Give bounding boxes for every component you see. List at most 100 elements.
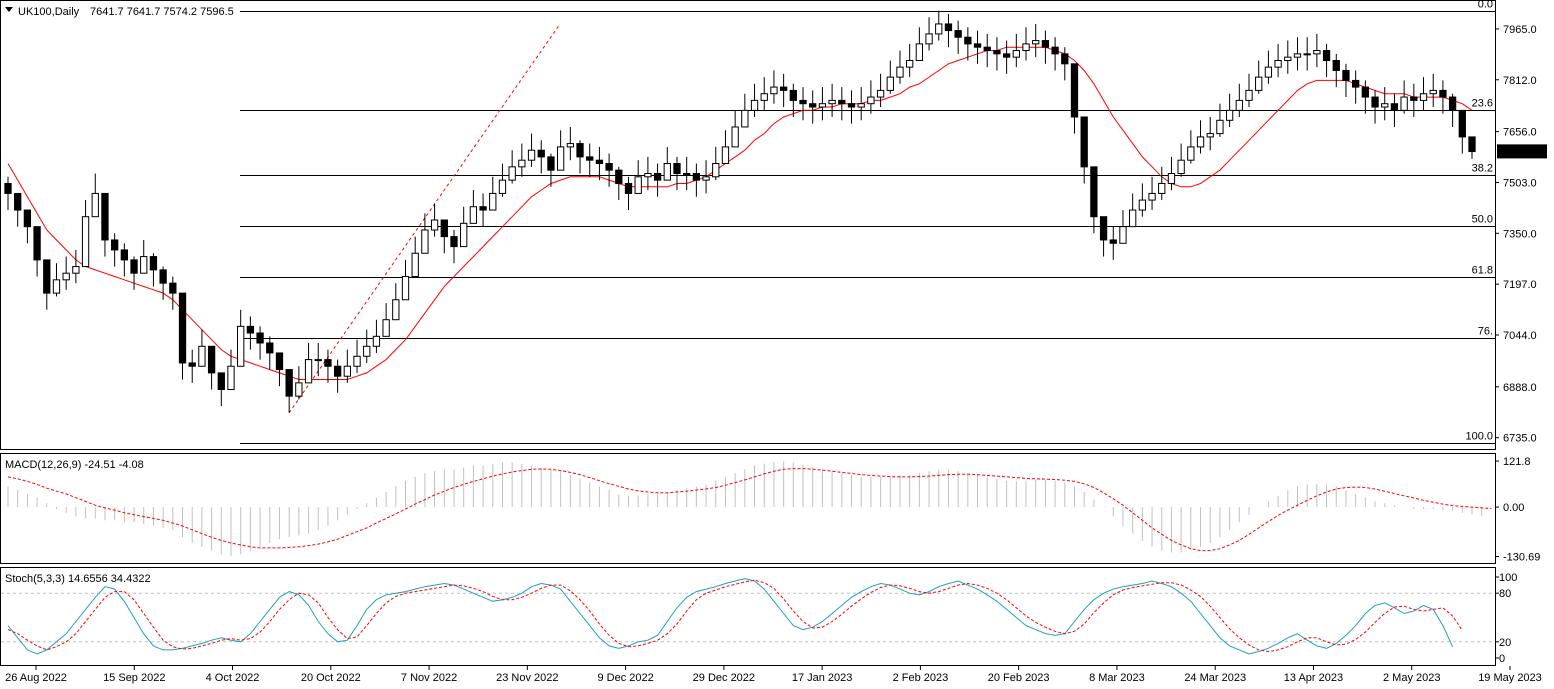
candle-body: [1342, 69, 1350, 81]
candle: [964, 27, 972, 61]
candle-body: [1410, 96, 1418, 101]
fib-level-label: 100.0: [1465, 431, 1493, 443]
candle: [721, 130, 730, 165]
candle-body: [227, 365, 235, 391]
candle: [1274, 43, 1282, 78]
candle-body: [4, 182, 12, 194]
candle-body: [295, 382, 303, 397]
collapse-triangle-icon[interactable]: [5, 7, 13, 12]
candle-body: [411, 252, 419, 278]
candle-body: [149, 256, 158, 271]
candle: [23, 209, 32, 244]
candle-body: [1245, 89, 1253, 101]
candle-body: [1400, 96, 1408, 111]
candle: [1187, 130, 1195, 164]
candle: [14, 192, 22, 227]
candle: [1196, 120, 1205, 154]
price-axis[interactable]: 7965.0 7812.0 7656.0 7503.0 7350.0 7197.0 7044…: [1495, 24, 1547, 445]
candle-body: [779, 86, 788, 91]
candle: [1158, 166, 1166, 201]
candle-body: [508, 166, 516, 181]
date-axis[interactable]: 26 Aug 2022 15 Sep 2022 4 Oct 2022 20 Oct 2…: [5, 666, 1542, 684]
candle-body: [333, 365, 342, 377]
candle: [1167, 156, 1176, 191]
candle-body: [440, 219, 448, 238]
price-tick-label: 7656.0: [1503, 127, 1537, 139]
candle-body: [683, 172, 691, 175]
candle: [1400, 80, 1408, 114]
candle: [266, 336, 274, 370]
candle: [62, 256, 70, 290]
candle: [944, 13, 953, 48]
candle-body: [1012, 50, 1020, 58]
candle: [1245, 73, 1253, 108]
candle: [498, 163, 507, 197]
candle-body: [1032, 40, 1040, 45]
candle: [1225, 93, 1234, 127]
main-panel-frame: [0, 0, 1496, 450]
candle: [770, 70, 778, 104]
candle-body: [1051, 46, 1059, 55]
candle: [1216, 103, 1224, 137]
candle-body: [91, 192, 99, 218]
candle: [1012, 33, 1020, 68]
candle: [906, 43, 914, 78]
candle: [935, 10, 943, 41]
candle: [1468, 136, 1476, 159]
candle: [867, 80, 875, 114]
candle-body: [52, 279, 61, 294]
candle: [353, 339, 361, 373]
candle: [983, 33, 991, 68]
candle-body: [392, 299, 400, 321]
candle-body: [712, 163, 720, 178]
fibonacci-retracement[interactable]: 0.0 23.6 38.2 50.0 61.8 76. 100.0: [240, 0, 1495, 444]
price-tick-label: 6735.0: [1503, 433, 1537, 445]
candle: [1080, 116, 1088, 184]
candle-body: [537, 149, 545, 158]
candle-body: [401, 276, 410, 301]
date-tick-label: 4 Oct 2022: [206, 672, 260, 684]
price-tick-label: 7044.0: [1503, 330, 1537, 342]
macd-label: MACD(12,26,9) -24.51 -4.08: [5, 459, 144, 471]
candle: [993, 37, 1001, 71]
candle: [634, 160, 642, 194]
candle: [973, 30, 982, 64]
candle: [4, 176, 12, 211]
candle: [227, 349, 235, 391]
candle: [1129, 193, 1137, 228]
candle: [169, 276, 177, 310]
candle: [1371, 90, 1379, 124]
candle: [43, 259, 51, 310]
candle: [838, 87, 846, 121]
candle-body: [1235, 99, 1243, 111]
candle-body: [198, 345, 206, 367]
candle: [130, 256, 138, 290]
candle-body: [1099, 216, 1108, 241]
price-tick-label: 7503.0: [1503, 177, 1537, 189]
candle-body: [1225, 109, 1234, 121]
candle-body: [246, 325, 255, 334]
candle: [1255, 60, 1263, 94]
candle: [246, 316, 255, 350]
candle-body: [479, 206, 487, 211]
fib-level-label: 61.8: [1472, 265, 1493, 277]
candle-body: [1284, 56, 1292, 61]
candle-body: [1458, 109, 1466, 138]
candle-body: [876, 89, 885, 98]
candle-body: [886, 76, 894, 91]
candle: [847, 90, 856, 124]
candle-body: [469, 206, 478, 224]
candle-body: [973, 43, 982, 48]
stochastic-indicator: 100 80 20 0: [1, 572, 1517, 665]
last-price-box: [1497, 144, 1547, 159]
candle-body: [566, 143, 574, 148]
candle: [1381, 87, 1389, 121]
price-tick-label: 7350.0: [1503, 228, 1537, 240]
candle: [809, 90, 817, 124]
date-tick-label: 26 Aug 2022: [5, 672, 67, 684]
candle: [663, 146, 671, 181]
candle-body: [518, 159, 526, 168]
fib-level-label: 76.: [1478, 326, 1493, 338]
